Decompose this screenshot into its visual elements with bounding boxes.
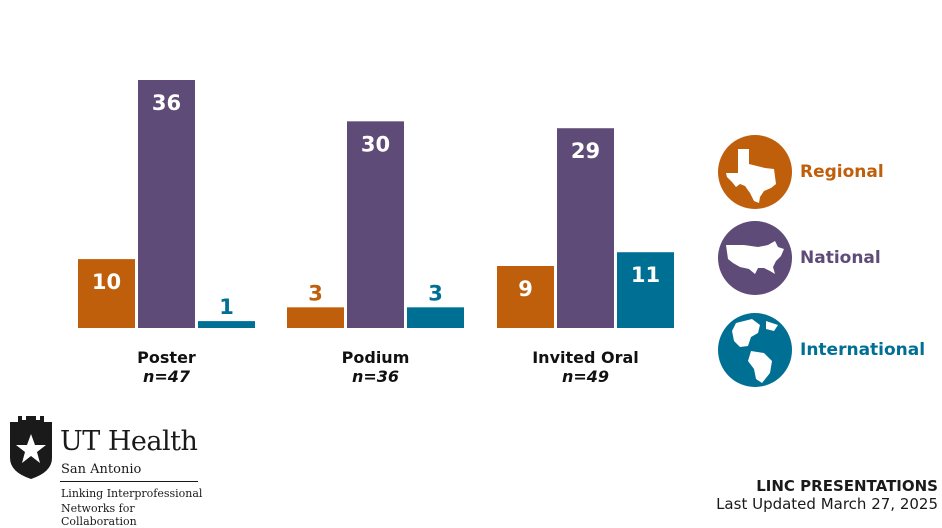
logo-title: UT Health bbox=[60, 426, 198, 457]
shield-star-icon bbox=[10, 416, 52, 479]
category-n-poster: n=47 bbox=[143, 367, 191, 386]
data-label-poster-international: 1 bbox=[219, 295, 234, 319]
data-label-podium-international: 3 bbox=[428, 281, 443, 305]
bar-invited-oral-regional bbox=[497, 266, 554, 328]
bar-invited-oral-international bbox=[617, 252, 674, 328]
data-label-poster-national: 36 bbox=[152, 91, 181, 115]
logo-divider bbox=[60, 481, 198, 482]
bar-poster-international bbox=[198, 321, 255, 328]
globe-icon bbox=[718, 313, 792, 387]
legend-item-international: International bbox=[718, 313, 925, 387]
logo-tagline-line1: Linking Interprofessional bbox=[61, 487, 203, 500]
category-label-poster: Poster bbox=[137, 348, 196, 367]
logo-tagline-line2: Networks for Collaboration bbox=[61, 502, 137, 528]
category-n-invited-oral: n=49 bbox=[562, 367, 609, 386]
data-label-invited-oral-international: 11 bbox=[631, 263, 660, 287]
footer-updated: Last Updated March 27, 2025 bbox=[716, 495, 938, 513]
data-label-poster-regional: 10 bbox=[92, 270, 121, 294]
category-label-podium: Podium bbox=[342, 348, 410, 367]
data-label-podium-regional: 3 bbox=[308, 281, 323, 305]
legend-label-regional: Regional bbox=[800, 162, 884, 182]
usa-map-icon bbox=[718, 221, 792, 295]
bar-poster-regional bbox=[78, 259, 135, 328]
bar-invited-oral-national bbox=[557, 128, 614, 328]
legend-item-national: National bbox=[718, 221, 881, 295]
category-label-invited-oral: Invited Oral bbox=[532, 348, 639, 367]
logo-location: San Antonio bbox=[61, 462, 142, 477]
legend-item-regional: Regional bbox=[718, 135, 884, 209]
bar-poster-national bbox=[138, 80, 195, 328]
bar-podium-international bbox=[407, 307, 464, 328]
data-label-invited-oral-regional: 9 bbox=[518, 277, 533, 301]
category-n-podium: n=36 bbox=[352, 367, 399, 386]
footer: LINC PRESENTATIONS Last Updated March 27… bbox=[716, 477, 938, 513]
bar-podium-national bbox=[347, 121, 404, 328]
texas-icon bbox=[718, 135, 792, 209]
footer-title: LINC PRESENTATIONS bbox=[756, 477, 938, 495]
legend-label-international: International bbox=[800, 340, 926, 360]
data-label-invited-oral-national: 29 bbox=[571, 139, 600, 163]
ut-health-logo: UT Health San Antonio Linking Interprofe… bbox=[8, 414, 208, 528]
data-label-podium-national: 30 bbox=[361, 132, 390, 156]
bar-podium-regional bbox=[287, 307, 344, 328]
legend-label-national: National bbox=[800, 248, 881, 268]
